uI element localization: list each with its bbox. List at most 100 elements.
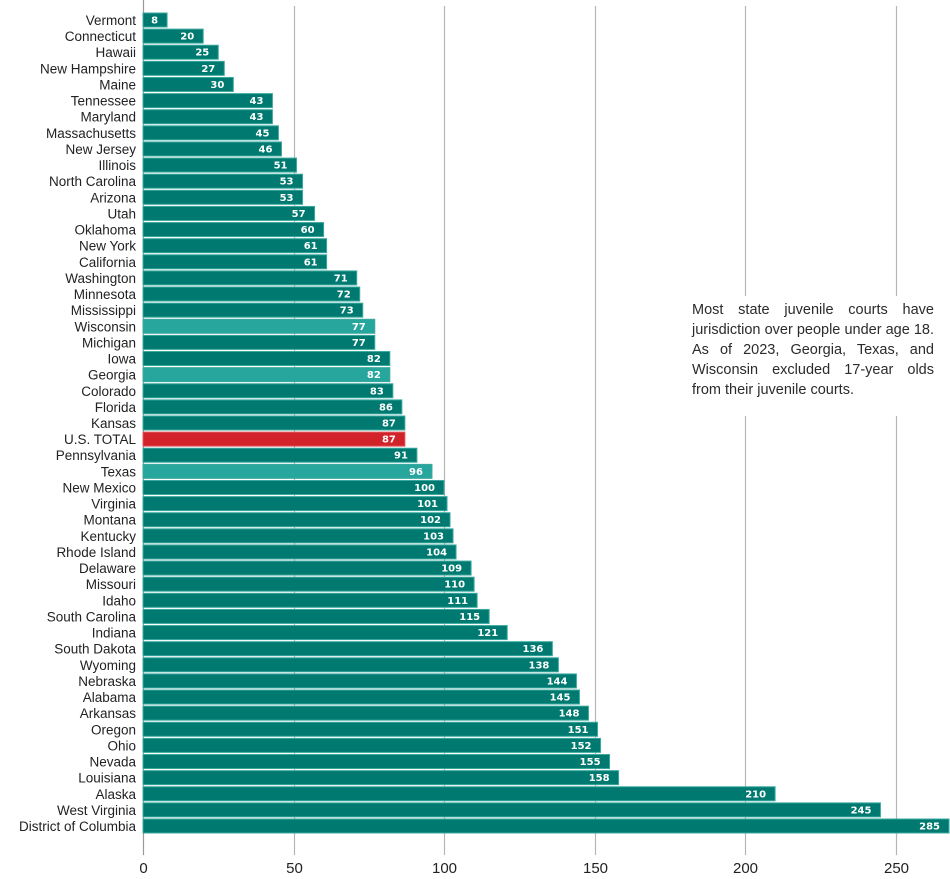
data-label: 138 xyxy=(529,660,550,671)
x-tick-label: 100 xyxy=(432,860,457,877)
data-label: 121 xyxy=(477,628,498,639)
bar xyxy=(142,415,406,431)
bar-row: 53 xyxy=(142,189,304,205)
bar xyxy=(142,318,376,334)
data-label: 87 xyxy=(382,419,396,430)
category-label: Texas xyxy=(101,464,137,479)
bar-row: 158 xyxy=(142,770,620,786)
category-label: Kentucky xyxy=(80,529,136,544)
bar-row: 96 xyxy=(142,463,433,479)
data-label: 30 xyxy=(210,80,224,91)
bar-row: 45 xyxy=(142,125,279,141)
data-label: 115 xyxy=(459,612,480,623)
bar xyxy=(142,447,418,463)
data-label: 60 xyxy=(301,225,315,236)
category-label: District of Columbia xyxy=(19,819,137,834)
bar xyxy=(142,76,234,92)
bar-row: 103 xyxy=(142,528,454,544)
data-label: 53 xyxy=(280,193,294,204)
bar xyxy=(142,302,364,318)
data-label: 151 xyxy=(568,725,589,736)
bar xyxy=(142,238,328,254)
data-label: 102 xyxy=(420,515,441,526)
category-label: Delaware xyxy=(79,561,136,576)
bar-row: 144 xyxy=(142,673,577,689)
bar xyxy=(142,560,472,576)
bar-row: 145 xyxy=(142,689,580,705)
x-tick-label: 150 xyxy=(583,860,608,877)
data-label: 109 xyxy=(441,564,462,575)
bar-row: 43 xyxy=(142,93,273,109)
data-label: 110 xyxy=(444,580,465,591)
bar-row: 77 xyxy=(142,318,376,334)
bar xyxy=(142,222,325,238)
category-label: North Carolina xyxy=(49,174,137,189)
category-label: Utah xyxy=(107,206,136,221)
bar xyxy=(142,189,304,205)
bar xyxy=(142,60,225,76)
data-label: 136 xyxy=(522,644,543,655)
bar-row: 27 xyxy=(142,60,225,76)
data-label: 82 xyxy=(367,354,381,365)
data-label: 103 xyxy=(423,531,444,542)
bar xyxy=(142,399,403,415)
category-label: Wisconsin xyxy=(74,319,136,334)
category-label: New Mexico xyxy=(62,480,136,495)
bar xyxy=(142,737,602,753)
bar-row: 138 xyxy=(142,657,559,673)
bar-row: 136 xyxy=(142,641,553,657)
bar-row: 77 xyxy=(142,334,376,350)
annotation-note: Most state juvenile courts have jurisdic… xyxy=(686,296,934,416)
data-label: 61 xyxy=(304,257,318,268)
x-tick-label: 50 xyxy=(286,860,303,877)
bar xyxy=(142,592,478,608)
bar-row: 115 xyxy=(142,608,490,624)
category-label: Minnesota xyxy=(74,287,137,302)
bar xyxy=(142,786,776,802)
bar xyxy=(142,705,589,721)
category-label: Wyoming xyxy=(80,658,136,673)
x-axis-ticks: 0 50 100 150 200 250 xyxy=(139,860,909,877)
bar xyxy=(142,125,279,141)
data-label: 72 xyxy=(337,290,351,301)
bar-row: 86 xyxy=(142,399,403,415)
bar xyxy=(142,109,273,125)
bar xyxy=(142,576,475,592)
category-label: New Hampshire xyxy=(40,61,136,76)
bar-row: 82 xyxy=(142,351,391,367)
category-label: Tennessee xyxy=(71,94,136,109)
x-tick-label: 250 xyxy=(884,860,909,877)
category-label: Massachusetts xyxy=(46,126,136,141)
bar xyxy=(142,254,328,270)
category-label: Missouri xyxy=(86,577,136,592)
category-label: Indiana xyxy=(92,626,137,641)
x-tick-label: 200 xyxy=(733,860,758,877)
data-label: 145 xyxy=(550,693,571,704)
category-label: Arkansas xyxy=(80,706,137,721)
bar xyxy=(142,625,508,641)
category-label: New Jersey xyxy=(65,142,136,157)
category-label: Maryland xyxy=(80,110,136,125)
data-label: 57 xyxy=(292,209,306,220)
bar-row: 110 xyxy=(142,576,475,592)
data-label: 82 xyxy=(367,370,381,381)
x-tick-label: 0 xyxy=(139,860,147,877)
bar xyxy=(142,44,219,60)
bar-row: 87 xyxy=(142,415,406,431)
data-label: 43 xyxy=(250,112,264,123)
bar xyxy=(142,479,445,495)
bar-row: 71 xyxy=(142,270,358,286)
bar xyxy=(142,770,620,786)
data-label: 53 xyxy=(280,177,294,188)
bar-row: 73 xyxy=(142,302,364,318)
bar-row: 100 xyxy=(142,479,445,495)
bar-row: 83 xyxy=(142,383,394,399)
bar xyxy=(142,496,448,512)
bar-row: 53 xyxy=(142,173,304,189)
bar xyxy=(142,286,361,302)
bar-row: 91 xyxy=(142,447,418,463)
data-label: 71 xyxy=(334,273,348,284)
